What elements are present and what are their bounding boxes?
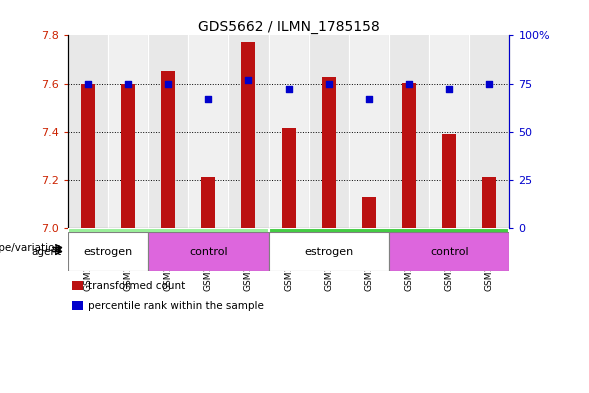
- Point: [123, 81, 133, 87]
- Bar: [482, 177, 497, 228]
- Bar: [362, 196, 376, 228]
- Bar: [442, 134, 456, 228]
- Bar: [269, 35, 309, 228]
- Text: KDM3A knockdown: KDM3A knockdown: [115, 242, 221, 253]
- Bar: [108, 35, 148, 228]
- Bar: [282, 128, 296, 228]
- Bar: [269, 228, 509, 267]
- Bar: [161, 71, 175, 228]
- Bar: [389, 232, 509, 271]
- Point: [83, 81, 92, 87]
- Text: estrogen: estrogen: [83, 246, 133, 257]
- Text: control: control: [370, 242, 408, 253]
- Bar: [81, 84, 95, 228]
- Text: control: control: [430, 246, 469, 257]
- Text: control: control: [189, 246, 227, 257]
- Bar: [469, 35, 509, 228]
- Bar: [201, 177, 216, 228]
- Bar: [429, 35, 469, 228]
- Bar: [148, 35, 188, 228]
- Bar: [322, 77, 336, 228]
- Bar: [389, 35, 429, 228]
- Bar: [188, 35, 229, 228]
- Title: GDS5662 / ILMN_1785158: GDS5662 / ILMN_1785158: [198, 20, 379, 34]
- Text: percentile rank within the sample: percentile rank within the sample: [88, 301, 263, 310]
- Point: [204, 96, 213, 102]
- Bar: [402, 83, 416, 228]
- Bar: [229, 35, 269, 228]
- Bar: [68, 228, 269, 267]
- Point: [244, 77, 253, 83]
- Text: agent: agent: [32, 246, 62, 257]
- Point: [163, 81, 173, 87]
- Bar: [241, 42, 256, 228]
- Text: estrogen: estrogen: [304, 246, 353, 257]
- Bar: [148, 232, 269, 271]
- Point: [284, 86, 293, 92]
- Point: [324, 81, 333, 87]
- Bar: [72, 281, 83, 290]
- Bar: [269, 232, 389, 271]
- Bar: [72, 301, 83, 310]
- Text: genotype/variation: genotype/variation: [0, 242, 62, 253]
- Bar: [121, 84, 135, 228]
- Point: [364, 96, 373, 102]
- Point: [405, 81, 414, 87]
- Point: [445, 86, 454, 92]
- Bar: [349, 35, 389, 228]
- Point: [485, 81, 494, 87]
- Bar: [309, 35, 349, 228]
- Bar: [68, 35, 108, 228]
- Text: transformed count: transformed count: [88, 281, 185, 291]
- Bar: [68, 232, 148, 271]
